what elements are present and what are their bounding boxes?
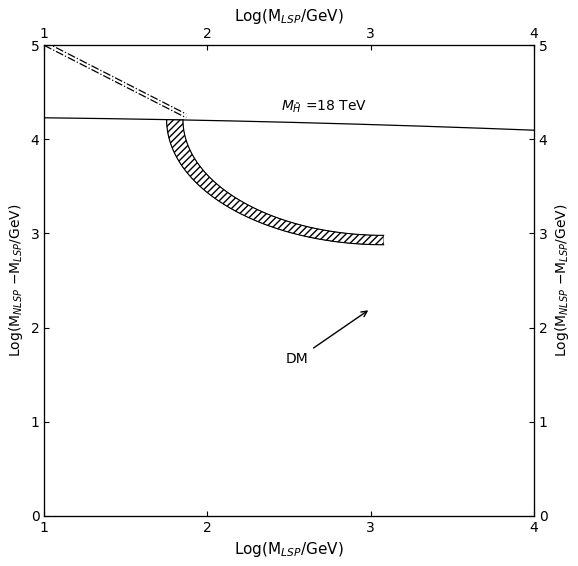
Text: DM: DM [286,311,367,366]
Polygon shape [166,119,384,245]
X-axis label: Log(M$_{LSP}$/GeV): Log(M$_{LSP}$/GeV) [234,7,344,26]
Y-axis label: Log(M$_{NLSP}$ $-$M$_{LSP}$/GeV): Log(M$_{NLSP}$ $-$M$_{LSP}$/GeV) [553,204,571,357]
X-axis label: Log(M$_{LSP}$/GeV): Log(M$_{LSP}$/GeV) [234,540,344,559]
Text: $M_{\tilde{H}}$ =18 TeV: $M_{\tilde{H}}$ =18 TeV [281,98,367,115]
Y-axis label: Log(M$_{NLSP}$ $-$M$_{LSP}$/GeV): Log(M$_{NLSP}$ $-$M$_{LSP}$/GeV) [7,204,25,357]
